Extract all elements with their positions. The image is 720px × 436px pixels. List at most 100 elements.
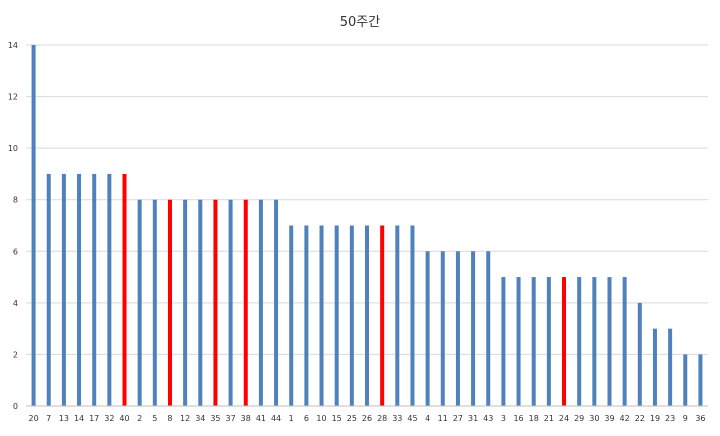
x-tick-label: 30 bbox=[589, 414, 599, 423]
y-tick-label: 0 bbox=[13, 402, 18, 411]
x-tick-label: 23 bbox=[665, 414, 675, 423]
x-tick-label: 41 bbox=[256, 414, 266, 423]
bar bbox=[440, 251, 445, 406]
x-tick-label: 2 bbox=[137, 414, 142, 423]
x-tick-label: 42 bbox=[620, 414, 630, 423]
bar bbox=[652, 328, 657, 406]
y-tick-label: 2 bbox=[13, 350, 18, 359]
bar bbox=[471, 251, 476, 406]
x-tick-label: 20 bbox=[28, 414, 38, 423]
bar bbox=[152, 199, 157, 406]
bar bbox=[258, 199, 263, 406]
bar bbox=[183, 199, 188, 406]
bar bbox=[334, 225, 339, 406]
x-tick-label: 29 bbox=[574, 414, 584, 423]
x-tick-label: 16 bbox=[513, 414, 523, 423]
bar bbox=[546, 277, 551, 406]
x-tick-label: 9 bbox=[683, 414, 688, 423]
x-tick-label: 22 bbox=[635, 414, 645, 423]
y-tick-label: 14 bbox=[8, 41, 18, 50]
bar bbox=[92, 173, 97, 406]
bar bbox=[516, 277, 521, 406]
bar bbox=[425, 251, 430, 406]
x-tick-label: 37 bbox=[226, 414, 236, 423]
x-axis-ticks: 20 7 13 14 17 32 40 2 5 8 12 34 35 37 38 41 44 1 6 10 15 25 26… bbox=[28, 414, 705, 423]
x-tick-label: 36 bbox=[695, 414, 705, 423]
x-tick-label: 31 bbox=[468, 414, 478, 423]
bar-highlighted bbox=[167, 199, 172, 406]
bar bbox=[365, 225, 369, 406]
y-tick-label: 10 bbox=[8, 144, 18, 153]
x-tick-label: 40 bbox=[119, 414, 129, 423]
chart-title: 50주간 bbox=[340, 15, 381, 30]
x-tick-label: 35 bbox=[210, 414, 220, 423]
bar bbox=[531, 277, 536, 406]
bar-highlighted bbox=[213, 199, 218, 406]
y-tick-label: 4 bbox=[13, 299, 18, 308]
bar bbox=[304, 225, 309, 406]
y-tick-label: 6 bbox=[13, 247, 18, 256]
x-tick-label: 3 bbox=[501, 414, 506, 423]
x-tick-label: 21 bbox=[544, 414, 554, 423]
bar bbox=[698, 354, 703, 406]
x-tick-label: 39 bbox=[604, 414, 614, 423]
y-tick-label: 8 bbox=[13, 196, 18, 205]
bar bbox=[31, 45, 36, 406]
bar bbox=[349, 225, 354, 406]
x-tick-label: 33 bbox=[392, 414, 402, 423]
x-tick-label: 12 bbox=[180, 414, 190, 423]
bar bbox=[577, 277, 582, 406]
bar-highlighted bbox=[380, 225, 385, 406]
x-tick-label: 19 bbox=[650, 414, 660, 423]
x-tick-label: 34 bbox=[195, 414, 205, 423]
bar bbox=[486, 251, 491, 406]
x-tick-label: 27 bbox=[453, 414, 463, 423]
bar bbox=[61, 173, 66, 406]
x-tick-label: 26 bbox=[362, 414, 372, 423]
x-tick-label: 44 bbox=[271, 414, 281, 423]
bar bbox=[137, 199, 142, 406]
bar bbox=[592, 277, 597, 406]
x-tick-label: 32 bbox=[104, 414, 114, 423]
x-tick-label: 38 bbox=[241, 414, 251, 423]
x-tick-label: 15 bbox=[332, 414, 342, 423]
bar bbox=[77, 173, 82, 406]
x-tick-label: 28 bbox=[377, 414, 387, 423]
x-tick-label: 7 bbox=[46, 414, 51, 423]
bar bbox=[198, 199, 203, 406]
bar bbox=[395, 225, 400, 406]
x-tick-label: 8 bbox=[167, 414, 172, 423]
bar bbox=[274, 199, 279, 406]
x-tick-label: 6 bbox=[304, 414, 309, 423]
bar-highlighted bbox=[122, 173, 127, 406]
x-tick-label: 13 bbox=[59, 414, 69, 423]
x-tick-label: 11 bbox=[438, 414, 448, 423]
x-tick-label: 5 bbox=[152, 414, 157, 423]
bar bbox=[107, 173, 112, 406]
bar bbox=[622, 277, 627, 406]
bars bbox=[31, 45, 703, 406]
y-tick-label: 12 bbox=[8, 93, 18, 102]
bar bbox=[289, 225, 294, 406]
x-tick-label: 4 bbox=[425, 414, 430, 423]
bar bbox=[46, 173, 51, 406]
bar-highlighted bbox=[243, 199, 248, 406]
bar bbox=[228, 199, 233, 406]
bar bbox=[637, 302, 642, 406]
x-tick-label: 45 bbox=[407, 414, 417, 423]
bar bbox=[668, 328, 673, 406]
bar bbox=[683, 354, 688, 406]
x-tick-label: 17 bbox=[89, 414, 99, 423]
x-tick-label: 18 bbox=[529, 414, 539, 423]
bar bbox=[501, 277, 506, 406]
bar-highlighted bbox=[562, 277, 567, 406]
y-axis-ticks: 0 2 4 6 8 10 12 14 bbox=[8, 41, 18, 411]
bar bbox=[455, 251, 460, 406]
bar bbox=[319, 225, 324, 406]
x-tick-label: 43 bbox=[483, 414, 493, 423]
bar bbox=[607, 277, 612, 406]
x-tick-label: 25 bbox=[347, 414, 357, 423]
x-tick-label: 1 bbox=[289, 414, 294, 423]
